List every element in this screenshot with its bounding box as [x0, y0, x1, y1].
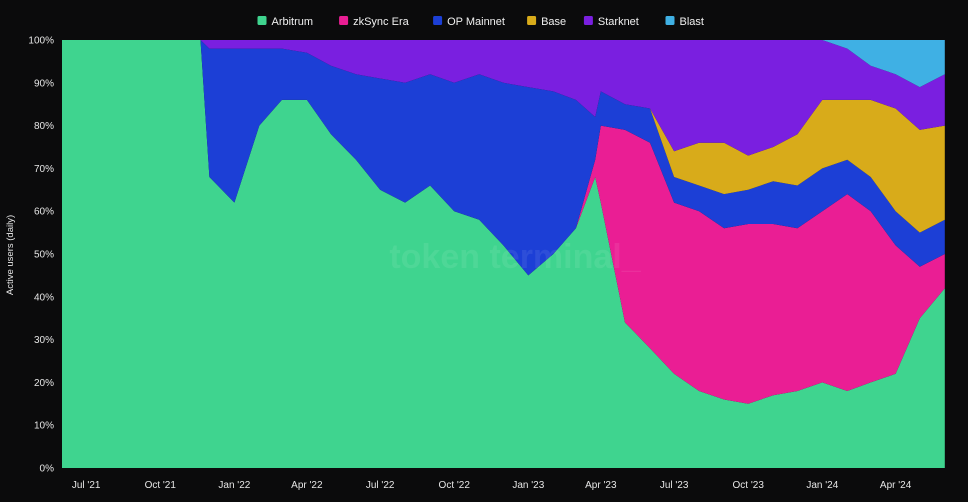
legend-swatch-base [527, 16, 537, 25]
y-tick-label: 100% [28, 36, 54, 47]
legend-swatch-zksync-era [339, 16, 349, 25]
series-area-arbitrum [62, 40, 945, 468]
x-tick-label: Jan '23 [512, 480, 544, 491]
x-tick-label: Apr '23 [585, 480, 617, 491]
legend: Arbitrum zkSync Era OP Mainnet Base Starknet… [257, 16, 704, 28]
y-tick-label: 70% [34, 164, 54, 175]
x-tick-label: Jul '22 [366, 480, 395, 491]
x-tick-label: Jan '24 [806, 480, 838, 491]
x-tick-label: Apr '24 [880, 480, 912, 491]
x-axis: Jul '21 Oct '21 Jan '22 Apr '22 Jul '22 Oct '… [72, 480, 912, 491]
series-area-base [62, 40, 945, 233]
x-tick-label: Apr '22 [291, 480, 323, 491]
x-tick-label: Jan '22 [218, 480, 250, 491]
y-tick-label: 80% [34, 121, 54, 132]
x-tick-label: Oct '22 [439, 480, 471, 491]
legend-swatch-arbitrum [257, 16, 267, 25]
y-tick-label: 60% [34, 207, 54, 218]
x-tick-label: Jul '21 [72, 480, 101, 491]
series-area-zksync-era [62, 40, 945, 404]
series-area-starknet [62, 40, 945, 156]
legend-label-zksync-era: zkSync Era [353, 16, 410, 28]
y-tick-label: 50% [34, 250, 54, 261]
x-tick-label: Jul '23 [660, 480, 689, 491]
watermark: token terminal_ [389, 238, 641, 276]
y-tick-label: 40% [34, 292, 54, 303]
series-area-blast [62, 40, 945, 88]
y-axis: 0% 10% 20% 30% 40% 50% 60% 70% 80% 90% 100% [28, 36, 54, 475]
legend-label-starknet: Starknet [598, 16, 639, 28]
legend-swatch-op-mainnet [433, 16, 443, 25]
plot-area [62, 40, 945, 468]
y-tick-label: 0% [40, 464, 55, 475]
legend-label-blast: Blast [680, 16, 704, 28]
legend-label-base: Base [541, 16, 566, 28]
legend-label-op-mainnet: OP Mainnet [447, 16, 505, 28]
series-area-op-mainnet [62, 40, 945, 276]
legend-swatch-blast [665, 16, 675, 25]
legend-swatch-starknet [583, 16, 593, 25]
legend-label-arbitrum: Arbitrum [272, 16, 314, 28]
y-tick-label: 30% [34, 335, 54, 346]
y-tick-label: 20% [34, 378, 54, 389]
x-tick-label: Oct '21 [145, 480, 177, 491]
y-tick-label: 10% [34, 421, 54, 432]
y-axis-label: Active users (daily) [5, 215, 16, 295]
x-tick-label: Oct '23 [733, 480, 765, 491]
y-tick-label: 90% [34, 78, 54, 89]
